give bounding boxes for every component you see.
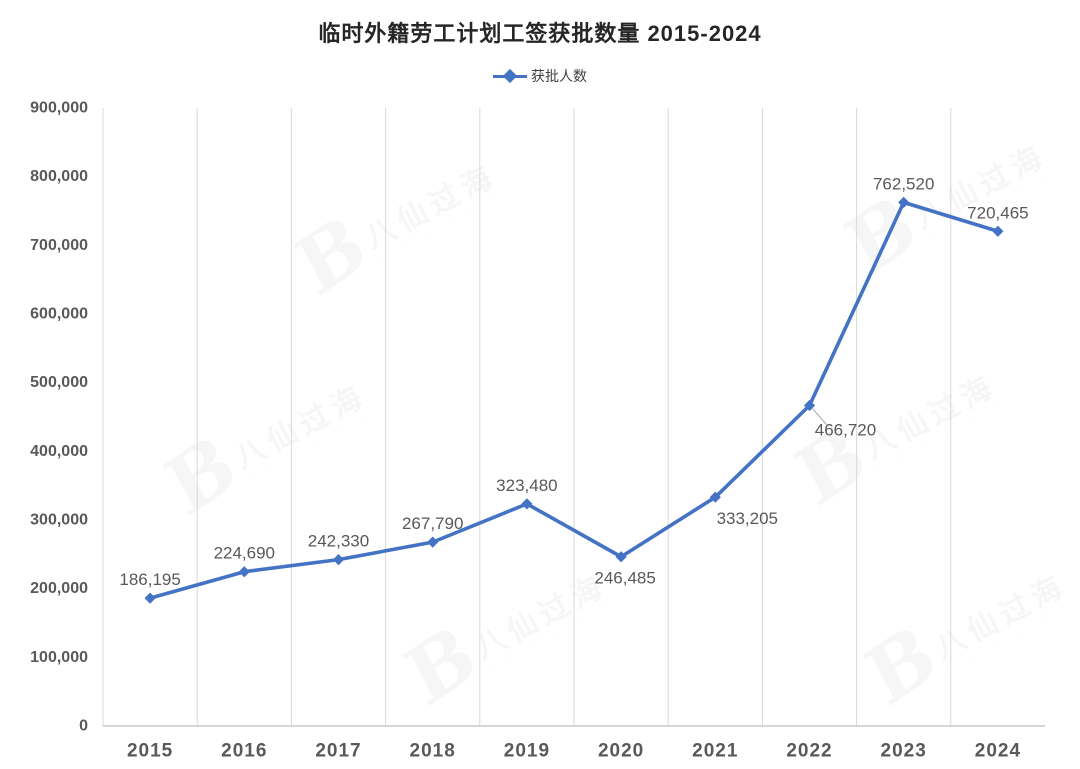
data-point-marker-2019 — [521, 498, 533, 510]
data-label-2017: 242,330 — [308, 532, 369, 551]
legend-diamond-icon — [502, 68, 518, 84]
chart-legend: 获批人数 — [0, 66, 1080, 86]
data-label-2015: 186,195 — [119, 570, 180, 589]
y-axis-tick-label: 300,000 — [30, 512, 88, 529]
x-axis-tick-label: 2018 — [410, 741, 456, 762]
x-axis-tick-label: 2016 — [221, 741, 267, 762]
data-label-2021: 333,205 — [717, 509, 778, 528]
data-point-marker-2021 — [709, 491, 721, 503]
data-point-marker-2022 — [803, 399, 816, 412]
y-axis-tick-label: 700,000 — [30, 237, 88, 254]
data-point-marker-2024 — [992, 225, 1004, 237]
data-point-marker-2018 — [427, 536, 439, 548]
data-label-2016: 224,690 — [214, 544, 275, 563]
data-point-marker-2020 — [615, 551, 627, 563]
data-point-marker-2016 — [238, 566, 250, 578]
data-label-leader-line — [812, 408, 827, 425]
legend-series-label: 获批人数 — [531, 68, 587, 84]
x-axis-tick-label: 2015 — [127, 741, 173, 762]
x-axis-tick-label: 2023 — [881, 741, 927, 762]
x-axis-tick-label: 2021 — [692, 741, 738, 762]
x-axis-tick-label: 2020 — [598, 741, 644, 762]
y-axis-tick-label: 400,000 — [30, 443, 88, 460]
data-point-marker-2015 — [144, 592, 156, 604]
data-label-2024: 720,465 — [967, 203, 1028, 222]
x-axis-tick-label: 2017 — [315, 741, 361, 762]
data-label-2020: 246,485 — [594, 569, 655, 588]
chart-title: 临时外籍劳工计划工签获批数量 2015-2024 — [318, 21, 762, 46]
x-axis-tick-label: 2019 — [504, 741, 550, 762]
y-axis-tick-label: 600,000 — [30, 306, 88, 323]
legend-marker-icon — [493, 68, 527, 84]
data-label-2022: 466,720 — [815, 421, 876, 440]
data-point-marker-2017 — [332, 554, 345, 566]
y-axis-tick-label: 900,000 — [30, 100, 88, 117]
y-axis-tick-label: 500,000 — [30, 374, 88, 391]
y-axis-tick-label: 0 — [79, 718, 88, 735]
data-label-2019: 323,480 — [496, 476, 557, 495]
x-axis-tick-label: 2024 — [975, 741, 1021, 762]
data-label-2023: 762,520 — [873, 174, 934, 193]
x-axis-tick-label: 2022 — [786, 741, 832, 762]
series-line — [148, 200, 1000, 600]
data-point-marker-2023 — [898, 196, 910, 209]
y-axis-tick-label: 800,000 — [30, 168, 88, 185]
y-axis-tick-label: 200,000 — [30, 580, 88, 597]
data-label-2018: 267,790 — [402, 514, 463, 533]
y-axis-tick-label: 100,000 — [30, 649, 88, 666]
